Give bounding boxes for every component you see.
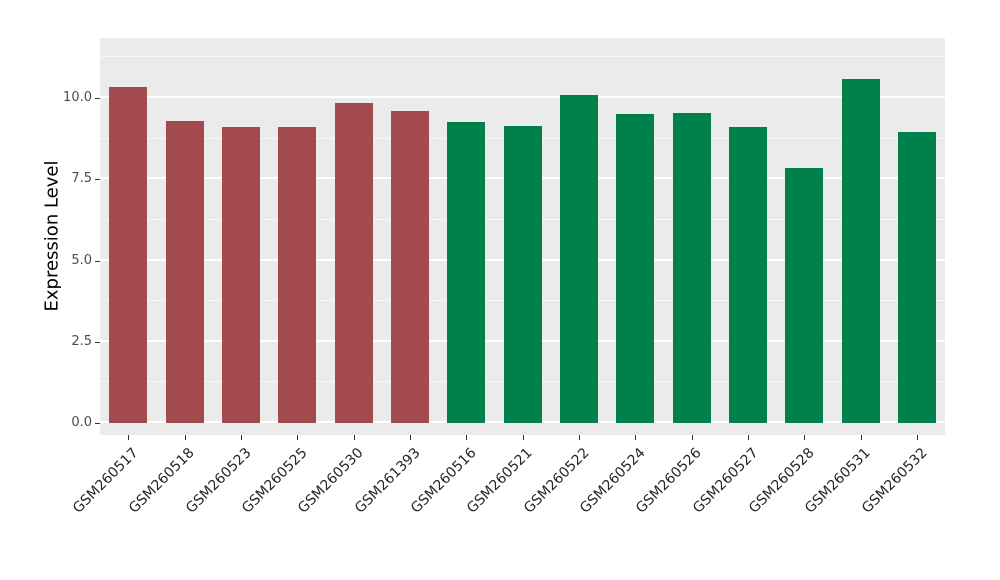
x-tick-mark [916, 435, 918, 440]
bar-GSM261393 [390, 111, 429, 423]
x-tick-mark [353, 435, 355, 440]
bar-GSM260526 [672, 112, 711, 423]
x-tick-mark [184, 435, 186, 440]
bar-GSM260516 [447, 122, 486, 423]
bar-GSM260527 [728, 127, 767, 423]
y-axis-tick-label: 7.5 [71, 171, 92, 187]
bar-GSM260531 [841, 78, 880, 423]
y-axis-tick-label: 0.0 [71, 415, 92, 430]
x-tick-mark [860, 435, 862, 440]
bar-GSM260525 [278, 127, 317, 423]
y-axis-tick-label: 5.0 [71, 252, 92, 268]
bar-GSM260528 [785, 167, 824, 423]
y-tick-mark [95, 179, 100, 181]
plot-panel [100, 38, 945, 435]
bar-GSM260517 [109, 86, 148, 423]
bar-GSM260518 [165, 120, 204, 423]
x-tick-mark [522, 435, 524, 440]
y-axis-tick-label: 2.5 [71, 333, 92, 349]
x-tick-mark [466, 435, 468, 440]
x-tick-mark [804, 435, 806, 440]
x-tick-mark [691, 435, 693, 440]
gridline-major [100, 96, 945, 98]
y-tick-mark [95, 260, 100, 262]
y-axis-tick-label: 10.0 [63, 90, 92, 105]
bar-GSM260530 [334, 102, 373, 423]
x-tick-mark [747, 435, 749, 440]
y-tick-mark [95, 341, 100, 343]
bar-GSM260521 [503, 125, 542, 423]
bar-GSM260522 [559, 94, 598, 423]
bar-GSM260524 [616, 114, 655, 423]
y-tick-mark [95, 98, 100, 99]
gridline-minor [100, 56, 945, 58]
x-tick-mark [240, 435, 242, 440]
y-tick-mark [95, 423, 100, 424]
bar-GSM260523 [221, 127, 260, 423]
bar-GSM260532 [897, 132, 936, 423]
x-tick-mark [409, 435, 411, 440]
x-tick-mark [128, 435, 130, 440]
x-tick-mark [635, 435, 637, 440]
x-tick-mark [297, 435, 299, 440]
x-tick-mark [578, 435, 580, 440]
